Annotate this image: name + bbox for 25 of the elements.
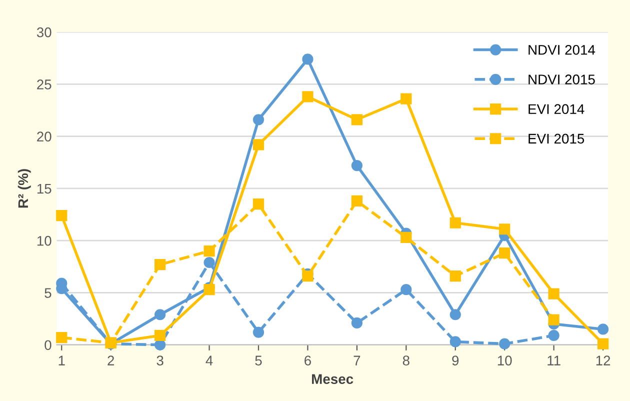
x-tick-label: 6 (304, 356, 311, 366)
x-tick-label: 10 (498, 356, 512, 366)
legend-label: NDVI 2015 (528, 74, 595, 84)
x-tick-label: 2 (108, 356, 114, 366)
y-tick-label: 20 (37, 132, 52, 142)
x-tick-label: 3 (156, 356, 164, 366)
y-tick-label: 15 (37, 184, 52, 194)
y-axis-title: R² (%) (18, 169, 31, 208)
y-tick-label: 30 (36, 27, 52, 38)
x-tick-label: 1 (58, 356, 65, 366)
legend-label: EVI 2014 (528, 104, 584, 114)
x-axis-title: Mesec (312, 374, 354, 384)
x-tick-label: 7 (354, 356, 360, 366)
x-tick-label: 11 (548, 356, 560, 366)
x-tick-label: 4 (206, 356, 213, 366)
x-tick-label: 8 (402, 356, 410, 366)
legend-label: EVI 2015 (528, 134, 584, 144)
y-tick-label: 0 (44, 340, 52, 350)
x-tick-label: 9 (452, 356, 459, 366)
y-tick-label: 10 (37, 236, 52, 246)
y-tick-label: 5 (44, 288, 52, 298)
x-tick-label: 5 (255, 356, 262, 366)
y-tick-label: 25 (37, 80, 52, 90)
x-tick-label: 12 (596, 356, 610, 366)
legend-label: NDVI 2014 (528, 44, 596, 55)
